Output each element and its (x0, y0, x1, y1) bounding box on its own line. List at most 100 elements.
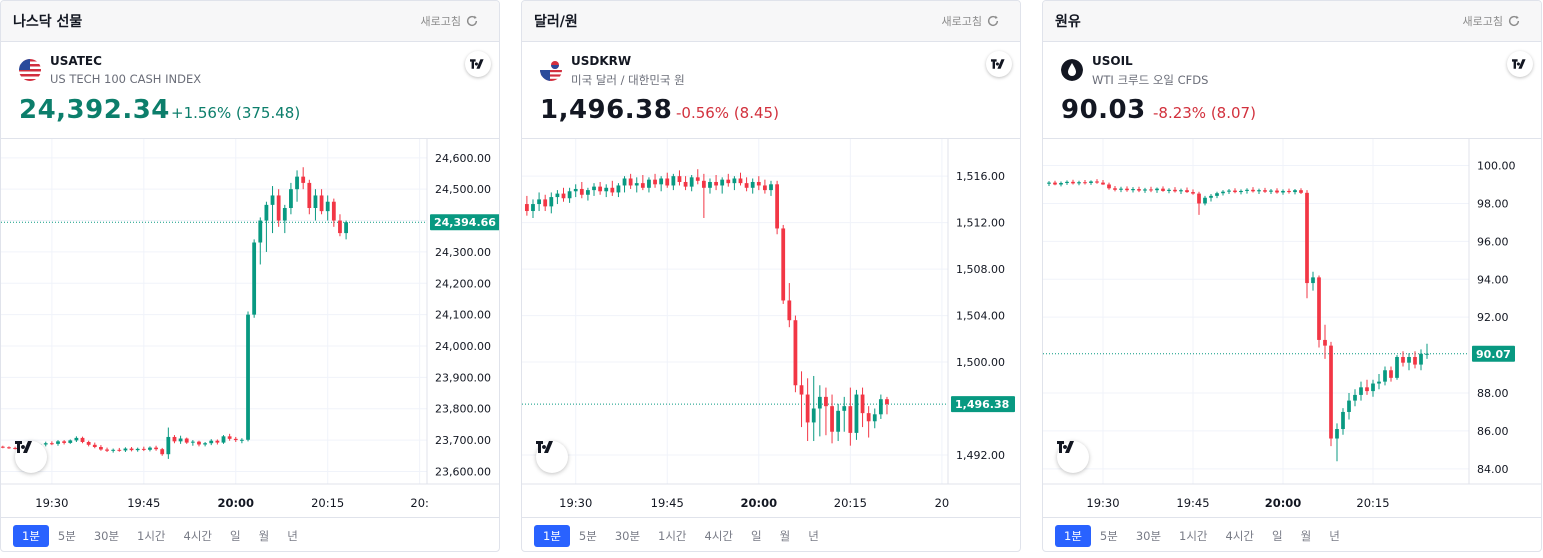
interval-tab-7[interactable]: 년 (808, 528, 819, 543)
y-tick-label: 24,100.00 (435, 309, 491, 322)
candle (1185, 187, 1189, 193)
candle (701, 173, 706, 218)
interval-tab-1[interactable]: 5분 (57, 528, 76, 543)
candle (135, 447, 140, 452)
candle (1125, 186, 1129, 192)
candle (524, 195, 529, 216)
interval-tab-0[interactable]: 1분 (534, 524, 570, 547)
x-tick-label: 20:15 (1356, 496, 1389, 510)
interval-tab-6[interactable]: 월 (1300, 528, 1312, 543)
interval-tab-5[interactable]: 일 (1272, 528, 1283, 543)
tradingview-logo-icon[interactable] (465, 51, 491, 77)
candlestick-chart-svg[interactable]: 24,600.0024,500.0024,400.0024,300.0024,2… (1, 139, 499, 518)
candle (123, 447, 128, 453)
candle (1395, 355, 1399, 380)
price-change: -0.56% (8.45) (676, 104, 779, 122)
interval-tab-7[interactable]: 년 (1329, 528, 1340, 543)
refresh-button[interactable]: 새로고침 (1463, 13, 1521, 29)
interval-tab-5[interactable]: 일 (230, 528, 241, 543)
interval-selector: 1분 5분 30분 1시간 4시간 일 월 년 (1, 517, 499, 551)
interval-tab-4[interactable]: 4시간 (704, 528, 733, 543)
interval-tab-0[interactable]: 1분 (13, 524, 49, 547)
ticker-description: WTI 크루드 오일 CFDS (1092, 73, 1209, 87)
candle (80, 436, 85, 444)
tradingview-watermark-icon[interactable] (1057, 441, 1089, 473)
candle (1209, 193, 1213, 202)
tradingview-logo-icon[interactable] (1507, 51, 1533, 77)
candle (610, 180, 615, 196)
candle (1161, 186, 1165, 192)
interval-tab-5[interactable]: 일 (751, 528, 762, 543)
refresh-button[interactable]: 새로고침 (421, 13, 479, 29)
interval-tab-2[interactable]: 30분 (614, 528, 641, 543)
candle (872, 408, 877, 429)
interval-tab-1[interactable]: 5분 (1099, 528, 1118, 543)
svg-text:24,394.66: 24,394.66 (434, 216, 496, 229)
interval-tab-3[interactable]: 1시간 (658, 528, 687, 543)
candle (92, 442, 97, 449)
candle (1083, 179, 1087, 185)
candle (543, 194, 548, 212)
x-tick-label: 20:00 (740, 496, 777, 510)
symbol-info[interactable]: USATEC US TECH 100 CASH INDEX 24,392.34 … (19, 53, 479, 137)
candle (1335, 423, 1339, 462)
candle (178, 435, 183, 444)
candle (756, 176, 761, 191)
symbol-info[interactable]: USDKRW 미국 달러 / 대한민국 원 1,496.38 -0.56% (8… (540, 53, 1000, 137)
interval-tab-3[interactable]: 1시간 (1179, 528, 1208, 543)
candle (1089, 180, 1093, 185)
candlestick-chart-svg[interactable]: 100.00 98.00 96.00 94.00 92.00 88.00 86.00 84.0… (1043, 139, 1541, 518)
last-price: 1,496.38 (540, 95, 673, 125)
panel-title: 원유 (1055, 14, 1081, 30)
ticker-description: US TECH 100 CASH INDEX (50, 72, 202, 86)
tradingview-watermark-icon[interactable] (15, 441, 47, 473)
candle (221, 435, 226, 444)
interval-tab-6[interactable]: 월 (258, 528, 270, 543)
interval-tab-1[interactable]: 5분 (578, 528, 597, 543)
y-tick-label: 23,900.00 (435, 371, 491, 384)
symbol-info[interactable]: USOIL WTI 크루드 오일 CFDS 90.03 -8.23% (8.07… (1061, 53, 1521, 137)
y-tick-label: 24,000.00 (435, 340, 491, 353)
interval-tab-3[interactable]: 1시간 (137, 528, 166, 543)
price-chart[interactable]: 24,600.0024,500.0024,400.0024,300.0024,2… (1, 138, 499, 517)
tradingview-watermark-icon[interactable] (536, 441, 568, 473)
panel-header: 나스닥 선물 새로고침 (1, 1, 499, 42)
y-tick-label: 1,500.00 (956, 356, 1005, 369)
x-tick-label: 20: (410, 496, 429, 510)
interval-tab-4[interactable]: 4시간 (1225, 528, 1254, 543)
candle (215, 439, 220, 445)
candlestick-chart-svg[interactable]: 1,516.00 1,512.00 1,508.00 1,504.00 1,500.00… (522, 139, 1020, 518)
interval-tab-2[interactable]: 30분 (93, 528, 120, 543)
interval-tab-2[interactable]: 30분 (1135, 528, 1162, 543)
candle (616, 183, 621, 198)
candle (628, 173, 633, 189)
price-chart[interactable]: 100.00 98.00 96.00 94.00 92.00 88.00 86.00 84.0… (1043, 138, 1541, 517)
price-change: -8.23% (8.07) (1153, 104, 1256, 122)
us-flag-icon (19, 59, 41, 81)
candle (233, 436, 238, 442)
candle (769, 180, 773, 196)
refresh-label: 새로고침 (941, 15, 982, 28)
refresh-button[interactable]: 새로고침 (942, 13, 1000, 29)
candle (799, 371, 804, 428)
candle (1203, 195, 1207, 206)
grid (1043, 139, 1469, 484)
candle (830, 394, 834, 444)
grid (1, 139, 427, 484)
price-chart[interactable]: 1,516.00 1,512.00 1,508.00 1,504.00 1,500.00… (522, 138, 1020, 517)
candle (805, 378, 810, 442)
refresh-label: 새로고침 (420, 15, 461, 28)
interval-tab-6[interactable]: 월 (779, 528, 791, 543)
candle (338, 214, 342, 237)
interval-tab-4[interactable]: 4시간 (183, 528, 212, 543)
y-tick-label: 24,600.00 (435, 152, 491, 165)
candle (105, 447, 109, 453)
y-tick-label: 24,300.00 (435, 246, 491, 259)
interval-tab-0[interactable]: 1분 (1055, 524, 1091, 547)
tradingview-logo-icon[interactable] (986, 51, 1012, 77)
candle (325, 195, 330, 221)
candle (1215, 191, 1219, 199)
candle (1317, 275, 1321, 348)
candle (1197, 191, 1201, 215)
interval-tab-7[interactable]: 년 (287, 528, 298, 543)
